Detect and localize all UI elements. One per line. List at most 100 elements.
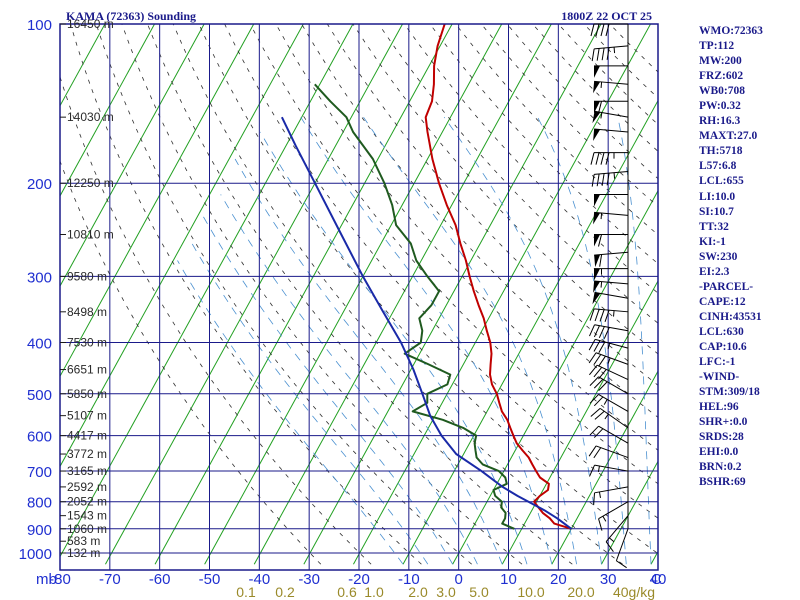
wind-barb-flag — [594, 309, 600, 322]
index-entry: LI:10.0 — [699, 190, 736, 203]
wind-barb-half-flag — [609, 537, 615, 543]
wind-barb-shaft — [598, 394, 629, 412]
wind-barb — [594, 65, 628, 78]
temperature-tick-label: -60 — [149, 571, 171, 588]
wind-barb-flag — [598, 326, 605, 339]
wind-barb — [589, 308, 629, 323]
index-entry: SRDS:28 — [699, 431, 744, 444]
index-entry: PW:0.32 — [699, 100, 741, 113]
isotherm-line — [154, 24, 453, 565]
isotherm-line — [60, 24, 354, 558]
wind-barb-flag — [593, 354, 602, 365]
temperature-tick-label: 40 — [650, 571, 667, 588]
wind-barb-flag — [594, 410, 605, 420]
wind-barb-column — [588, 23, 629, 569]
height-label: 132 m — [67, 546, 100, 560]
temperature-tick-label: -70 — [99, 571, 121, 588]
wind-barb-shaft — [615, 528, 629, 561]
pressure-tick-label: 400 — [27, 335, 52, 352]
isotherm-line — [60, 24, 156, 197]
wind-barb — [591, 170, 629, 187]
wind-barb-pennant — [594, 234, 600, 247]
height-label: 12250 m — [67, 176, 114, 190]
wind-barb — [589, 464, 629, 477]
wind-barb-pennant — [592, 292, 601, 305]
wind-barb — [593, 80, 629, 94]
index-entry: SI:10.7 — [699, 205, 734, 218]
wind-barb-flag — [605, 541, 614, 553]
wind-barb-shaft — [594, 486, 629, 494]
moist-adiabat-line — [363, 116, 577, 565]
wind-barb — [593, 211, 629, 225]
wind-barb — [594, 268, 628, 281]
moist-adiabat-line — [177, 260, 404, 565]
mixing-ratio-label: 10.0 — [517, 584, 544, 600]
wind-barb-flag — [589, 324, 595, 337]
wind-barb-flag — [591, 174, 595, 187]
height-label: 5107 m — [67, 409, 107, 423]
wind-barb-half-flag — [600, 281, 603, 288]
wind-barb-flag — [589, 308, 595, 321]
temperature-tick-label: 30 — [600, 571, 617, 588]
wind-barb-flag — [606, 47, 610, 60]
wind-barb-half-flag — [607, 357, 611, 364]
wind-barb-flag — [603, 327, 610, 339]
wind-barb-flag — [604, 309, 610, 323]
wind-barb-half-flag — [600, 213, 603, 220]
height-label: 9580 m — [67, 269, 107, 283]
wind-barb-flag — [593, 428, 604, 438]
temperature-tick-label: -20 — [348, 571, 370, 588]
chart-title: KAMA (72363) Sounding — [66, 9, 196, 23]
wind-barb-shaft — [594, 45, 629, 50]
dry-adiabat-line — [172, 24, 623, 565]
temperature-tick-label: 20 — [550, 571, 567, 588]
wind-barb-pennant — [593, 280, 601, 293]
wind-barb-flag — [599, 309, 605, 322]
index-entry: WMO:72363 — [699, 25, 763, 37]
background-lines — [0, 0, 658, 570]
wind-barb-shaft — [605, 515, 629, 543]
wind-barb-half-flag — [600, 112, 603, 119]
temperature-tick-label: -40 — [248, 571, 270, 588]
wind-barb-flag — [589, 394, 599, 404]
wind-barb-pennant — [594, 194, 600, 207]
wind-barb-half-flag — [598, 491, 601, 498]
parcel-trace — [280, 116, 572, 530]
wind-barb-pennant — [592, 111, 601, 124]
index-entry: WB0:708 — [699, 85, 745, 98]
pressure-unit-label: mb — [36, 571, 57, 588]
wind-barb — [593, 280, 629, 293]
wind-barb-flag — [595, 23, 600, 37]
wind-barb-pennant — [593, 81, 601, 94]
wind-barb — [592, 110, 629, 124]
wind-barb-shaft — [598, 501, 629, 520]
mixing-ratio-label: 2.0 — [408, 584, 428, 600]
height-label: 14030 m — [67, 110, 114, 124]
dewpoint-trace — [314, 83, 515, 530]
height-label: 10810 m — [67, 228, 114, 242]
wind-barb-shaft — [594, 110, 629, 118]
temperature-tick-label: 0 — [454, 571, 462, 588]
height-label: 2592 m — [67, 480, 107, 494]
wind-barb-shaft — [598, 425, 629, 444]
mixing-ratio-label: 0.2 — [275, 584, 295, 600]
wind-barb-half-flag — [613, 47, 616, 54]
wind-barb — [589, 324, 629, 339]
wind-barb-flag — [589, 376, 599, 386]
moist-adiabat-line — [537, 117, 627, 565]
mixing-ratio-label: 40g/kg — [613, 584, 655, 600]
wind-barb-flag — [591, 48, 595, 62]
pressure-tick-label: 900 — [27, 522, 52, 539]
mixing-ratio-label: 5.0 — [469, 584, 489, 600]
wind-barb-half-flag — [604, 413, 609, 420]
wind-barb — [590, 23, 628, 37]
temperature-tick-label: -50 — [199, 571, 221, 588]
wind-barb — [594, 234, 628, 247]
index-entry: LCL:655 — [699, 175, 744, 188]
wind-barb — [589, 425, 629, 444]
mixing-ratio-label: 1.0 — [364, 584, 384, 600]
dry-adiabat-line — [147, 24, 573, 565]
mixing-ratio-label: 0.6 — [337, 584, 357, 600]
isotherm-line — [0, 0, 19, 564]
wind-barb-shaft — [599, 407, 629, 429]
